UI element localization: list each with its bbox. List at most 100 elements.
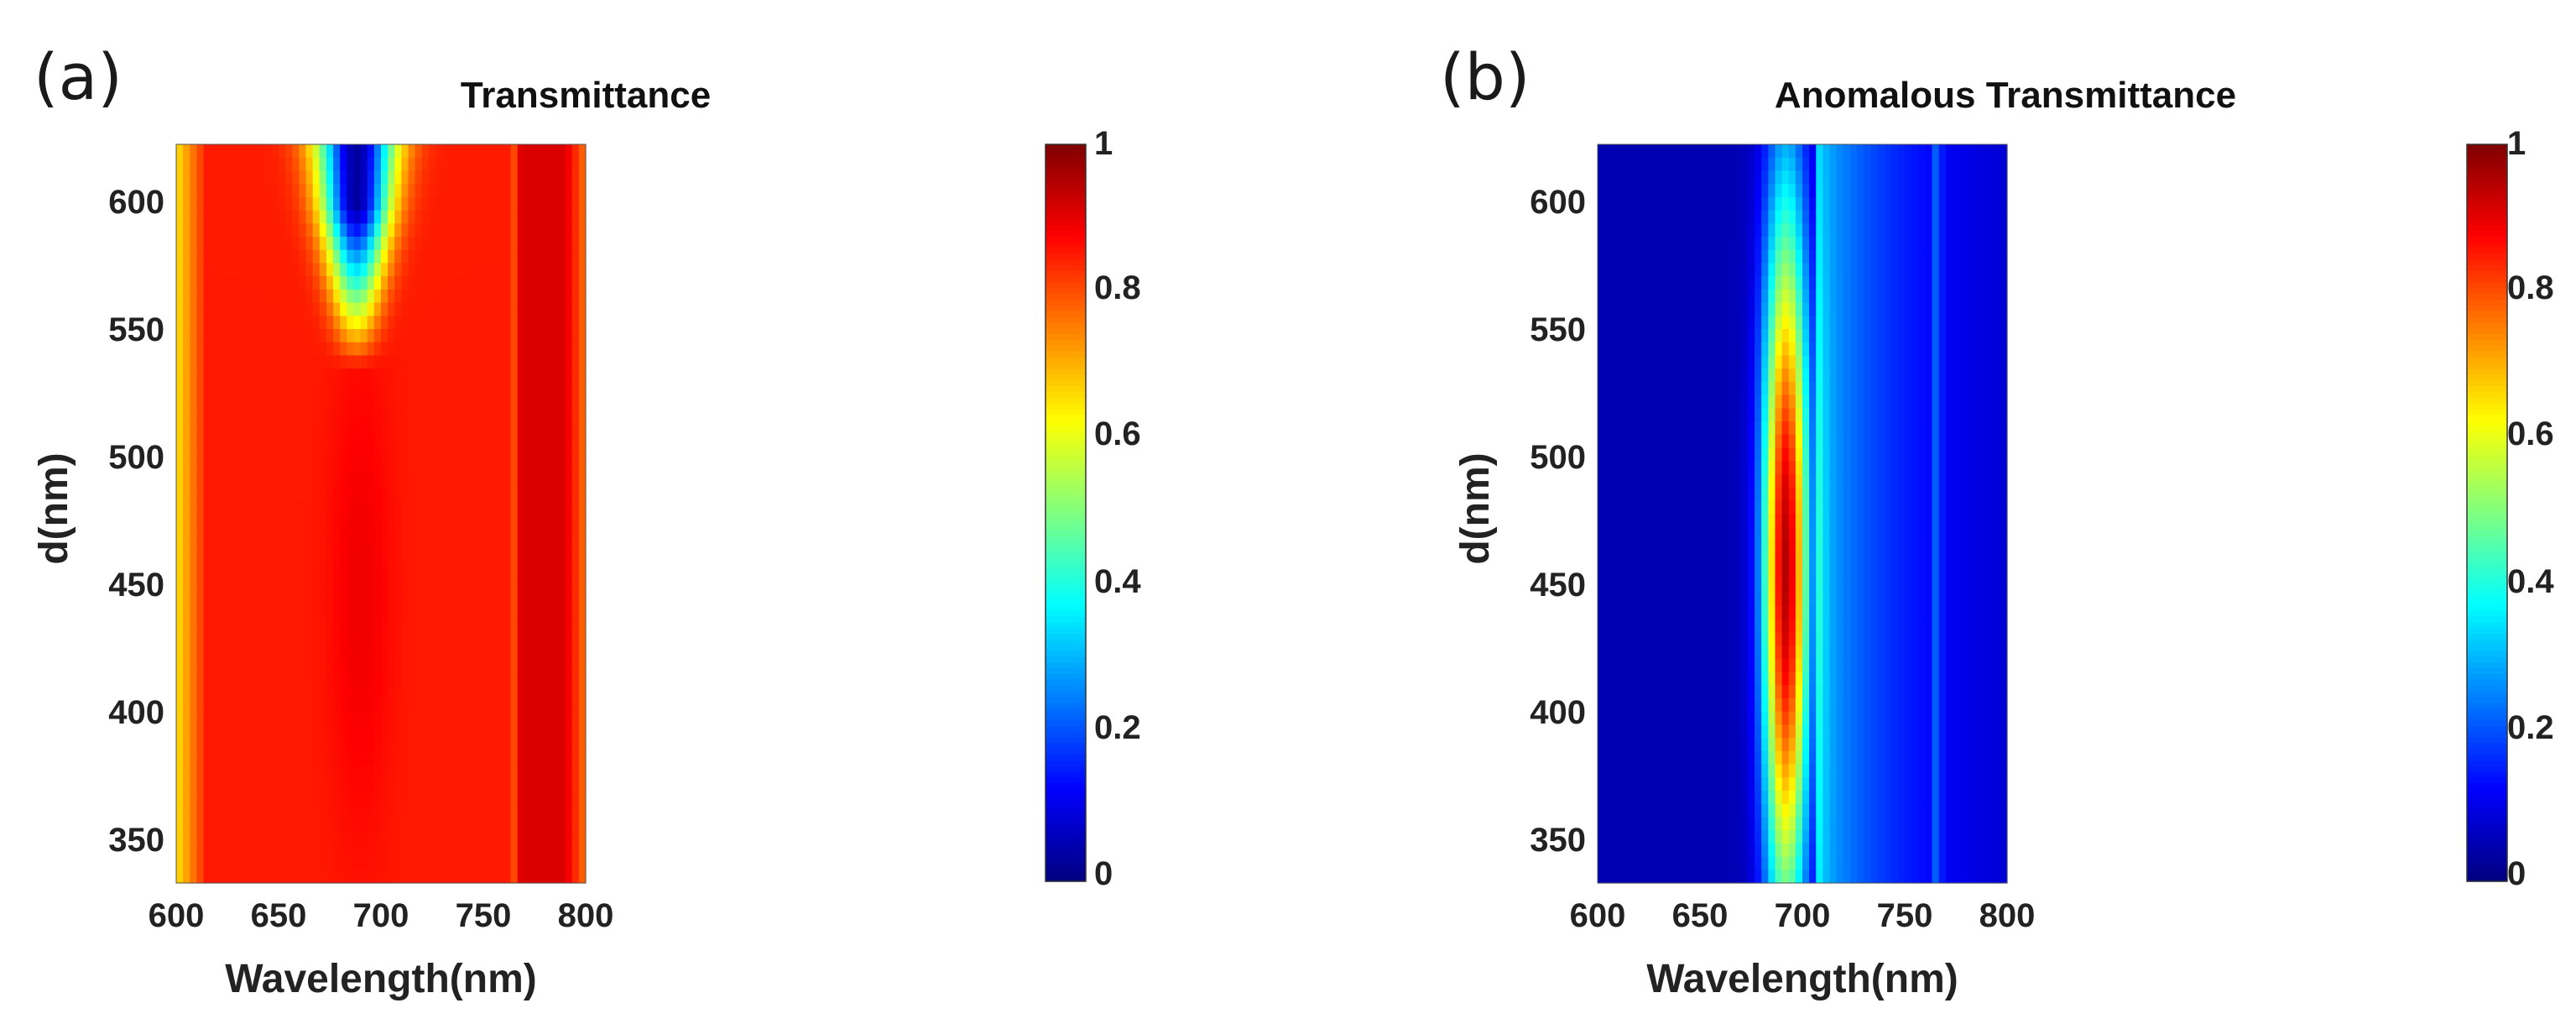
heatmap-cell [305, 526, 314, 541]
heatmap-cell [503, 526, 512, 541]
heatmap-cell [428, 671, 436, 686]
heatmap-cell [347, 302, 355, 316]
heatmap-cell [183, 830, 190, 844]
heatmap-cell [1692, 237, 1701, 251]
heatmap-cell [176, 316, 184, 330]
heatmap-cell [237, 170, 245, 185]
heatmap-cell [1707, 170, 1714, 185]
heatmap-cell [517, 342, 525, 357]
heatmap-cell [244, 830, 253, 844]
heatmap-cell [388, 566, 395, 581]
colorbar-segment [1046, 368, 1086, 375]
colorbar-segment [1046, 858, 1086, 865]
heatmap-cell [1666, 434, 1674, 449]
heatmap-cell [183, 645, 190, 660]
heatmap-cell [1598, 473, 1605, 488]
heatmap-cell [442, 593, 450, 607]
heatmap-cell [333, 579, 341, 593]
heatmap-cell [285, 184, 293, 198]
heatmap-cell [326, 329, 334, 343]
heatmap-cell [1686, 473, 1694, 488]
heatmap-cell [456, 711, 464, 726]
heatmap-cell [578, 368, 587, 383]
heatmap-cell [551, 434, 560, 449]
heatmap-cell [244, 157, 253, 172]
heatmap-cell [1734, 514, 1742, 528]
heatmap-cell [408, 738, 416, 752]
heatmap-cell [551, 276, 560, 290]
heatmap-cell [1679, 764, 1687, 778]
heatmap-cell [367, 170, 375, 185]
heatmap-cell [244, 184, 253, 198]
heatmap-cell [1679, 394, 1687, 409]
heatmap-cell [510, 593, 519, 607]
heatmap-cell [483, 791, 491, 805]
heatmap-cell [1659, 500, 1666, 515]
heatmap-cell [449, 447, 457, 462]
heatmap-cell [497, 777, 504, 792]
heatmap-cell [231, 408, 238, 422]
heatmap-cell [319, 856, 327, 870]
heatmap-cell [326, 289, 334, 304]
heatmap-cell [565, 658, 573, 673]
heatmap-cell [176, 750, 184, 765]
heatmap-cell [1686, 461, 1694, 475]
heatmap-cell [203, 421, 211, 436]
heatmap-cell [524, 144, 532, 159]
heatmap-cell [1747, 184, 1755, 198]
heatmap-cell [551, 461, 560, 475]
heatmap-cell [442, 711, 450, 726]
heatmap-cell [360, 830, 368, 844]
heatmap-cell [435, 870, 443, 884]
heatmap-cell [326, 843, 334, 858]
heatmap-cell [558, 606, 566, 620]
heatmap-cell [1747, 408, 1755, 422]
heatmap-cell [435, 540, 443, 554]
heatmap-cell [1768, 473, 1776, 488]
heatmap-cell [1713, 170, 1721, 185]
heatmap-cell [203, 566, 211, 581]
heatmap-cell [353, 316, 362, 330]
heatmap-cell [517, 606, 525, 620]
heatmap-cell [538, 553, 545, 567]
heatmap-cell [183, 487, 190, 501]
heatmap-cell [578, 144, 587, 159]
heatmap-cell [578, 170, 587, 185]
heatmap-cell [1727, 210, 1735, 224]
heatmap-cell [305, 249, 314, 264]
heatmap-cell [326, 593, 334, 607]
heatmap-cell [190, 302, 197, 316]
heatmap-cell [340, 711, 347, 726]
heatmap-cell [578, 421, 587, 436]
heatmap-cell [299, 606, 307, 620]
heatmap-cell [340, 566, 347, 581]
heatmap-cell [183, 606, 190, 620]
heatmap-cell [1611, 157, 1619, 172]
heatmap-cell [497, 593, 504, 607]
heatmap-cell [176, 514, 184, 528]
heatmap-cell [196, 487, 205, 501]
heatmap-cell [333, 540, 341, 554]
heatmap-cell [326, 184, 334, 198]
heatmap-cell [530, 632, 539, 646]
heatmap-cell [347, 184, 355, 198]
heatmap-cell [435, 381, 443, 396]
heatmap-cell [285, 606, 293, 620]
heatmap-cell [258, 791, 266, 805]
heatmap-cell [545, 738, 552, 752]
heatmap-cell [408, 764, 416, 778]
heatmap-cell [578, 210, 587, 224]
colorbar-segment [1046, 489, 1086, 497]
heatmap-cell [1659, 263, 1666, 277]
heatmap-cell [551, 514, 560, 528]
heatmap-cell [360, 777, 368, 792]
heatmap-cell [1747, 355, 1755, 369]
heatmap-cell [1666, 381, 1674, 396]
heatmap-cell [312, 394, 321, 409]
heatmap-cell [578, 579, 587, 593]
heatmap-cell [545, 157, 552, 172]
heatmap-cell [1598, 553, 1605, 567]
heatmap-cell [578, 237, 587, 251]
heatmap-cell [1755, 316, 1762, 330]
heatmap-cell [1645, 184, 1653, 198]
